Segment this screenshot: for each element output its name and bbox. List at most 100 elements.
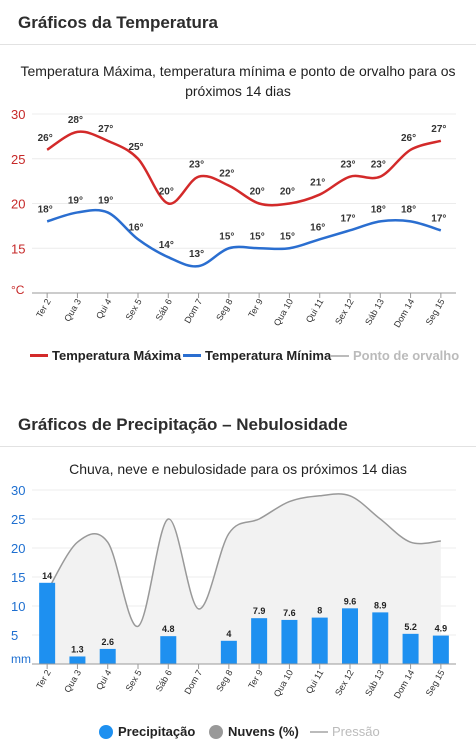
y-tick-label: 15 [11, 570, 25, 585]
x-tick-label: Sáb 13 [363, 668, 386, 698]
precip-bar [281, 619, 298, 664]
data-label: 17° [431, 213, 446, 224]
data-label: 16° [128, 222, 143, 233]
data-label: 4.8 [162, 624, 175, 634]
precip-bar [39, 582, 56, 664]
precip-bar [69, 656, 86, 664]
x-tick-label: Dom 14 [392, 297, 416, 329]
legend-swatch-pressure [310, 730, 328, 733]
precip-bar [311, 617, 328, 664]
data-label: 18° [401, 204, 416, 215]
temperature-chart: 15 20 25 30 °C Ter 2 Qua 3 Qui 4 Sex 5 Sáb 6 Dom 7… [11, 107, 456, 329]
data-label: 9.6 [344, 596, 357, 606]
y-unit-label: mm [11, 652, 31, 666]
precip-bar [342, 608, 358, 664]
y-tick-label: 20 [11, 197, 25, 212]
y-tick-label: 20 [11, 541, 25, 556]
precip-bar [251, 618, 268, 664]
legend-label-min-temp: Temperatura Mínima [205, 348, 332, 363]
temperature-section-header: Gráficos da Temperatura [0, 0, 476, 45]
data-label: 22° [219, 169, 234, 180]
x-tick-label: Ter 9 [246, 297, 265, 319]
x-tick-label: Sex 12 [333, 668, 356, 697]
data-label: 13° [189, 249, 204, 260]
data-label: 14 [42, 571, 52, 581]
x-tick-label: Qui 11 [304, 297, 326, 324]
data-label: 19° [68, 195, 83, 206]
y-tick-label: 30 [11, 107, 25, 122]
precip-bar [432, 635, 449, 664]
legend-item-dew-point[interactable]: Ponto de orvalho [331, 348, 459, 363]
legend-swatch-min-temp [183, 354, 201, 357]
data-label: 27° [98, 124, 113, 135]
data-label: 26° [38, 133, 53, 144]
x-tick-label: Sáb 6 [154, 297, 174, 322]
data-label: 7.9 [253, 606, 266, 616]
data-label: 5.2 [404, 622, 417, 632]
x-tick-label: Ter 2 [34, 297, 53, 319]
precip-bar [220, 640, 237, 664]
x-tick-label: Qui 11 [304, 668, 326, 695]
data-label: 15° [219, 231, 234, 242]
series-line-min-temp [46, 208, 442, 268]
x-tick-label: Qui 4 [94, 668, 113, 692]
data-label: 20° [159, 187, 174, 198]
x-tick-label: Dom 14 [392, 668, 416, 700]
data-label: 15° [280, 231, 295, 242]
series-line-max-temp [46, 130, 442, 207]
y-tick-label: 25 [11, 512, 25, 527]
legend-swatch-dew-point [331, 354, 349, 357]
legend-swatch-max-temp [30, 354, 48, 357]
legend-swatch-clouds [209, 724, 223, 739]
precip-bar [402, 633, 419, 664]
data-label: 21° [310, 178, 325, 189]
precipitation-legend: Precipitação Nuvens (%) Pressão [0, 724, 476, 744]
x-tick-label: Sex 5 [124, 297, 144, 322]
y-tick-label: 10 [11, 599, 25, 614]
legend-label-dew-point: Ponto de orvalho [353, 348, 460, 363]
legend-item-clouds[interactable]: Nuvens (%) [209, 724, 299, 739]
data-label: 17° [340, 213, 355, 224]
precipitation-section-title: Gráficos de Precipitação – Nebulosidade [18, 415, 348, 434]
data-label: 4.9 [435, 624, 448, 634]
x-tick-label: Seg 15 [424, 668, 447, 698]
precip-bar [372, 612, 389, 664]
precipitation-chart-subtitle: Chuva, neve e nebulosidade para os próxi… [69, 461, 407, 477]
precipitation-section-header: Gráficos de Precipitação – Nebulosidade [0, 402, 476, 447]
data-label: 16° [310, 222, 325, 233]
x-tick-label: Sáb 13 [363, 297, 386, 327]
x-tick-label: Qua 3 [62, 297, 83, 323]
data-label: 18° [38, 204, 53, 215]
data-label: 1.3 [71, 644, 84, 654]
data-label: 4 [226, 629, 231, 639]
x-tick-label: Ter 2 [34, 668, 53, 690]
x-tick-label: Seg 8 [214, 668, 234, 693]
x-tick-label: Qua 10 [272, 668, 295, 699]
legend-item-max-temp[interactable]: Temperatura Máxima [30, 348, 181, 363]
x-tick-label: Ter 9 [246, 668, 265, 690]
legend-label-precipitation: Precipitação [118, 724, 196, 739]
data-label: 23° [371, 160, 386, 171]
data-label: 26° [401, 133, 416, 144]
y-tick-label: 15 [11, 241, 25, 256]
y-tick-label: 25 [11, 152, 25, 167]
legend-swatch-precipitation [99, 724, 113, 739]
legend-item-pressure[interactable]: Pressão [310, 724, 380, 739]
legend-item-precipitation[interactable]: Precipitação [99, 724, 195, 739]
x-tick-label: Qua 3 [62, 668, 83, 694]
data-label: 19° [98, 195, 113, 206]
data-label: 20° [250, 187, 265, 198]
data-label: 23° [340, 160, 355, 171]
precip-bar [160, 636, 177, 664]
data-label: 28° [68, 115, 83, 126]
data-label: 14° [159, 240, 174, 251]
x-tick-label: Sex 12 [333, 297, 356, 326]
y-tick-label: 5 [11, 628, 18, 643]
legend-item-min-temp[interactable]: Temperatura Mínima [183, 348, 331, 363]
data-label: 20° [280, 187, 295, 198]
data-label: 23° [189, 160, 204, 171]
x-tick-label: Dom 7 [182, 297, 204, 325]
data-label: 15° [250, 231, 265, 242]
legend-label-clouds: Nuvens (%) [228, 724, 299, 739]
precip-bar [99, 648, 116, 664]
